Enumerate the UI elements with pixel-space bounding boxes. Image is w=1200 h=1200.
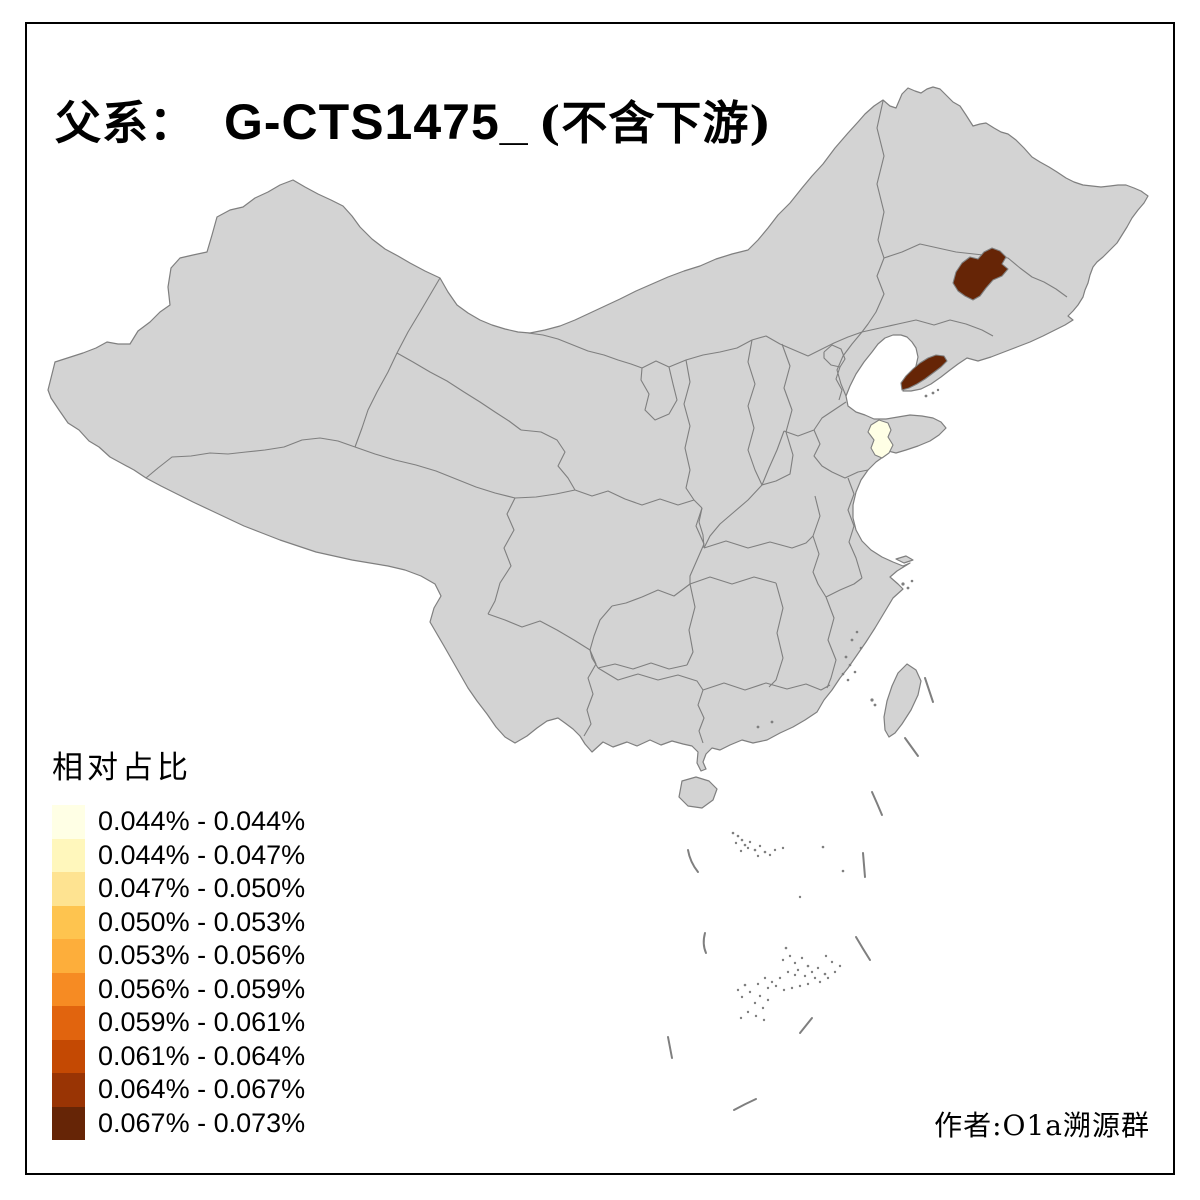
legend-label: 0.044% - 0.044% [98,806,306,837]
legend-label: 0.053% - 0.056% [98,940,306,971]
legend-label: 0.047% - 0.050% [98,873,306,904]
legend-label: 0.064% - 0.067% [98,1074,306,1105]
legend-row: 0.064% - 0.067% [52,1073,305,1107]
legend-row: 0.061% - 0.064% [52,1039,306,1073]
legend-swatch [52,1039,85,1073]
legend-items: 0.044% - 0.044% 0.044% - 0.047% 0.047% -… [52,805,305,1140]
legend-swatch [52,1073,85,1107]
legend-swatch [52,805,85,839]
title-haplogroup-code: G-CTS1475_ [224,93,529,150]
legend-label: 0.059% - 0.061% [98,1007,306,1038]
sea-islets [731,388,940,1022]
hainan-island [678,776,718,809]
chongming-island [895,555,914,564]
legend-swatch [52,972,85,1006]
legend-row: 0.056% - 0.059% [52,972,306,1006]
legend: 相对占比 0.044% - 0.044% 0.044% - 0.047% 0.0… [52,742,305,1140]
legend-label: 0.044% - 0.047% [98,839,306,870]
highlighted-regions [867,247,1009,459]
legend-swatch [52,838,85,872]
legend-label: 0.067% - 0.073% [98,1107,306,1138]
legend-row: 0.067% - 0.073% [52,1106,306,1140]
legend-row: 0.050% - 0.053% [52,905,306,939]
title-suffix: (不含下游) [538,95,773,150]
sea-dash-lines [667,677,934,1111]
region-liaodong-peninsula [900,354,948,391]
legend-row: 0.053% - 0.056% [52,939,305,973]
land-layer [47,86,1149,809]
page-title: 父系： G-CTS1475_ (不含下游) [55,87,772,153]
legend-title: 相对占比 [52,750,192,786]
legend-swatch [52,905,85,939]
legend-row: 0.044% - 0.044% [52,805,305,839]
legend-label: 0.061% - 0.064% [98,1040,306,1071]
mainland-outline [47,86,1149,772]
attribution: 作者:O1a溯源群 [934,1109,1150,1142]
taiwan-island [883,663,922,738]
legend-swatch [52,1006,85,1040]
legend-row: 0.044% - 0.047% [52,838,306,872]
legend-label: 0.050% - 0.053% [98,906,306,937]
title-prefix: 父系： [55,95,196,150]
region-northeast-jilin [952,247,1009,301]
legend-label: 0.056% - 0.059% [98,973,306,1004]
legend-swatch [52,939,85,973]
legend-row: 0.059% - 0.061% [52,1006,305,1040]
legend-row: 0.047% - 0.050% [52,872,305,906]
legend-swatch [52,872,85,906]
legend-swatch [52,1106,85,1140]
region-shandong-coastal [867,419,894,459]
province-borders [145,100,1068,744]
